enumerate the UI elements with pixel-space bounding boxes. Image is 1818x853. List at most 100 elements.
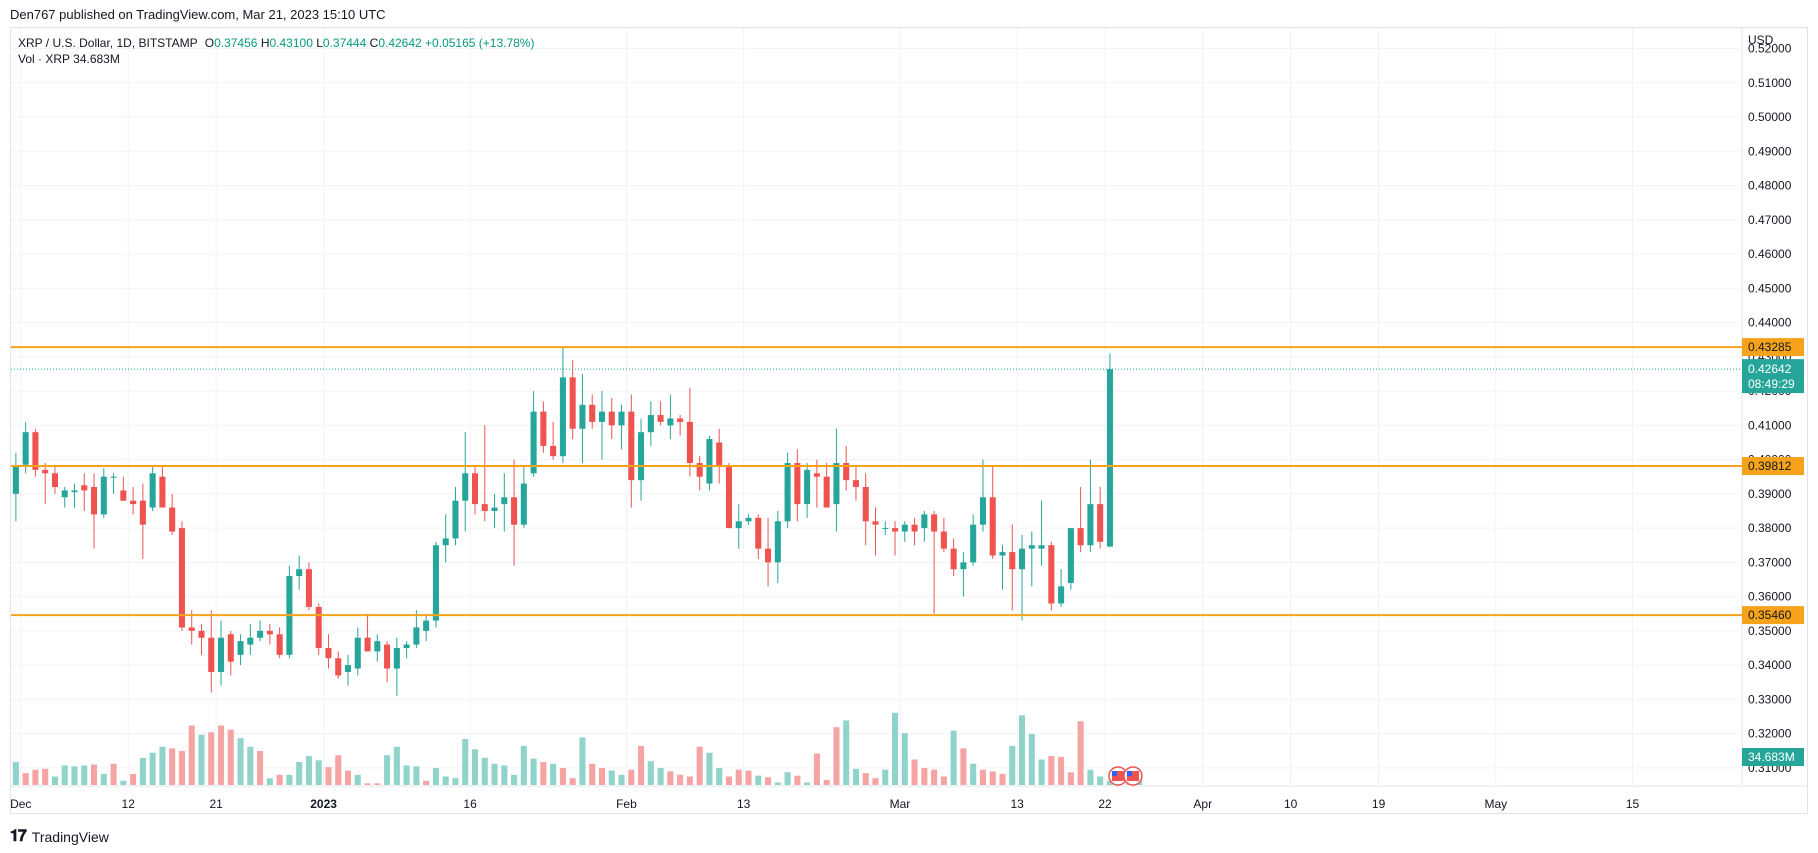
candle-body bbox=[901, 524, 908, 532]
volume-bar bbox=[706, 752, 713, 785]
volume-bar bbox=[364, 783, 371, 785]
x-tick-label: 21 bbox=[209, 797, 223, 811]
candle-body bbox=[686, 421, 693, 464]
candle-body bbox=[178, 528, 185, 628]
candle-body bbox=[325, 647, 332, 659]
volume-bar bbox=[647, 761, 654, 785]
candle-body bbox=[940, 531, 947, 549]
candle-body bbox=[266, 630, 273, 635]
candle-body bbox=[1058, 586, 1065, 604]
candle-body bbox=[305, 569, 312, 607]
volume-bar bbox=[1097, 776, 1104, 785]
volume-bar bbox=[833, 727, 840, 785]
volume-bar bbox=[198, 734, 205, 785]
open-label: O bbox=[204, 36, 215, 50]
candle-body bbox=[42, 469, 49, 474]
volume-bar bbox=[501, 765, 508, 785]
y-tick-label: 0.37000 bbox=[1748, 555, 1792, 569]
candle-body bbox=[862, 486, 869, 522]
volume-bar bbox=[442, 776, 449, 785]
candle-body bbox=[471, 473, 479, 505]
candle-body bbox=[833, 463, 840, 505]
candle-body bbox=[540, 411, 547, 446]
open-value: 0.37456 bbox=[214, 36, 258, 50]
volume-bar bbox=[257, 751, 264, 785]
volume-bar bbox=[42, 768, 49, 785]
volume-bar bbox=[999, 773, 1006, 785]
volume-bar bbox=[276, 774, 283, 785]
volume-bar bbox=[589, 763, 596, 785]
candle-body bbox=[1048, 545, 1055, 604]
volume-legend[interactable]: Vol · XRP 34.683M bbox=[18, 52, 120, 66]
candle-body bbox=[813, 473, 820, 477]
us-event-flag-icon[interactable] bbox=[1123, 766, 1143, 786]
candle-body bbox=[12, 466, 19, 494]
candle-body bbox=[61, 490, 68, 498]
y-tick-label: 0.41000 bbox=[1748, 418, 1792, 432]
volume-bar bbox=[247, 746, 254, 785]
volume-bar bbox=[813, 753, 820, 785]
candle-body bbox=[892, 528, 899, 532]
y-tick-label: 0.45000 bbox=[1748, 281, 1792, 295]
volume-bar bbox=[266, 778, 273, 785]
volume-value: 34.683M bbox=[73, 52, 120, 66]
tradingview-brand[interactable]: 𝟏𝟕 TradingView bbox=[10, 828, 109, 846]
y-tick-label: 0.36000 bbox=[1748, 590, 1792, 604]
candle-body bbox=[481, 504, 488, 511]
candle-body bbox=[1106, 369, 1113, 547]
x-tick-label: 22 bbox=[1098, 797, 1112, 811]
candle-body bbox=[530, 411, 537, 474]
volume-bar bbox=[423, 780, 430, 785]
candle-body bbox=[335, 658, 342, 676]
x-tick-label: 13 bbox=[1010, 797, 1024, 811]
candle-body bbox=[364, 637, 371, 652]
close-value: 0.42642 bbox=[378, 36, 422, 50]
last-price-badge bbox=[1742, 359, 1804, 394]
candle-body bbox=[208, 637, 215, 672]
candle-body bbox=[735, 521, 742, 529]
candle-body bbox=[1028, 545, 1035, 549]
volume-bar bbox=[804, 782, 811, 785]
y-tick-label: 0.46000 bbox=[1748, 247, 1792, 261]
volume-bar bbox=[32, 769, 39, 785]
volume-bar bbox=[960, 748, 967, 785]
symbol-legend[interactable]: XRP / U.S. Dollar, 1D, BITSTAMP O0.37456… bbox=[18, 35, 534, 52]
volume-bar bbox=[374, 783, 381, 785]
y-tick-label: 0.39000 bbox=[1748, 487, 1792, 501]
candle-body bbox=[296, 569, 303, 577]
volume-bar bbox=[530, 758, 537, 785]
symbol-title[interactable]: XRP / U.S. Dollar, 1D, BITSTAMP bbox=[18, 36, 198, 50]
level-badge-label: 0.39812 bbox=[1748, 459, 1792, 473]
volume-bar bbox=[452, 778, 459, 785]
candle-body bbox=[110, 476, 117, 478]
volume-bar bbox=[901, 733, 908, 785]
candle-body bbox=[725, 466, 733, 529]
candle-body bbox=[931, 514, 938, 532]
candle-body bbox=[442, 538, 449, 546]
candle-body bbox=[384, 644, 391, 669]
candle-body bbox=[852, 480, 859, 487]
high-label: H bbox=[260, 36, 270, 50]
volume-bar bbox=[296, 762, 303, 785]
candle-body bbox=[198, 630, 205, 638]
volume-bar bbox=[471, 749, 479, 785]
candle-body bbox=[237, 641, 244, 655]
volume-bar bbox=[462, 739, 469, 785]
candle-body bbox=[706, 439, 713, 484]
candle-body bbox=[1097, 504, 1104, 542]
volume-bar bbox=[384, 755, 391, 785]
volume-bar bbox=[335, 755, 342, 785]
candle-body bbox=[51, 473, 58, 487]
volume-bar bbox=[227, 729, 234, 785]
volume-bar bbox=[432, 768, 439, 785]
volume-bar bbox=[872, 778, 879, 785]
volume-bar bbox=[784, 772, 791, 785]
high-value: 0.43100 bbox=[269, 36, 313, 50]
volume-bar bbox=[794, 775, 801, 785]
x-tick-label: 16 bbox=[463, 797, 477, 811]
volume-bar bbox=[520, 745, 527, 785]
volume-bar bbox=[677, 774, 684, 785]
volume-bar bbox=[491, 763, 498, 785]
volume-bar bbox=[950, 730, 957, 785]
